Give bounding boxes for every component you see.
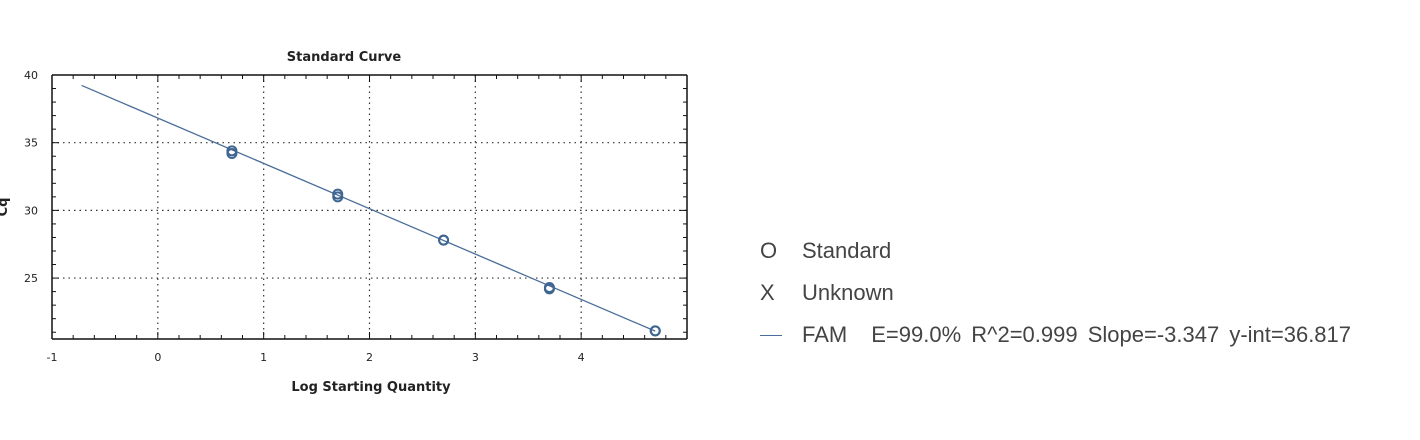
chart-title: Standard Curve xyxy=(287,50,402,65)
standard-curve-chart: Standard Curve -1 0 1 2 3 4 25 30 35 40 Log Start… xyxy=(0,50,688,395)
y-tick-label: 35 xyxy=(24,137,38,150)
y-tick-label: 25 xyxy=(24,272,38,285)
fam-line-icon xyxy=(760,334,782,336)
standard-point xyxy=(332,191,344,203)
standard-point xyxy=(543,283,555,295)
y-tick-label: 40 xyxy=(24,69,38,82)
x-tick-label: 2 xyxy=(366,351,373,364)
legend-item-unknown: X Unknown xyxy=(760,272,1351,314)
x-tick-label: 4 xyxy=(578,351,585,364)
unknown-symbol: X xyxy=(760,280,775,305)
standard-point xyxy=(649,325,661,337)
y-axis-label: Cq xyxy=(0,198,11,217)
standard-point xyxy=(226,148,238,160)
legend: O Standard X Unknown FAM E=99.0% R^2=0.9… xyxy=(760,230,1351,356)
legend-item-fam: FAM E=99.0% R^2=0.999 Slope=-3.347 y-int… xyxy=(760,314,1351,356)
tick-labels: -1 0 1 2 3 4 25 30 35 40 xyxy=(24,69,585,364)
x-tick-label: -1 xyxy=(47,351,58,364)
fam-label: FAM xyxy=(802,322,848,347)
standard-label: Standard xyxy=(802,238,892,263)
x-axis-label: Log Starting Quantity xyxy=(291,380,451,395)
standard-point xyxy=(438,234,450,246)
legend-item-standard: O Standard xyxy=(760,230,1351,272)
fam-stats: E=99.0% R^2=0.999 Slope=-3.347 y-int=36.… xyxy=(871,322,1352,347)
data-series xyxy=(81,84,661,337)
y-tick-label: 30 xyxy=(24,204,38,217)
x-tick-label: 1 xyxy=(260,351,267,364)
x-tick-label: 0 xyxy=(154,351,161,364)
grid-lines xyxy=(52,75,687,339)
standard-symbol: O xyxy=(760,238,778,263)
fam-fit-line xyxy=(81,84,656,332)
x-tick-label: 3 xyxy=(472,351,479,364)
unknown-label: Unknown xyxy=(802,280,894,305)
